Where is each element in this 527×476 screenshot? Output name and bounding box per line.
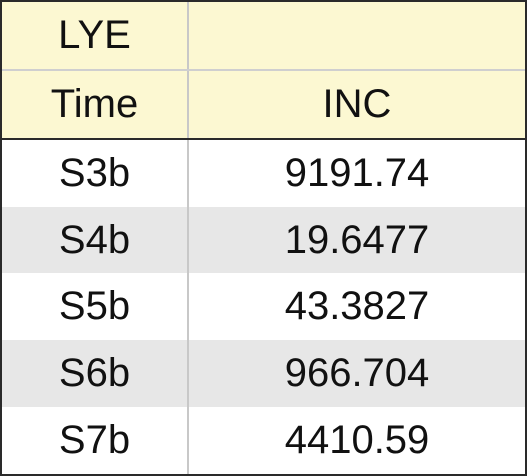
table-cell: 9191.74 xyxy=(284,150,430,195)
table-row: S5b 43.3827 xyxy=(2,273,525,341)
table-cell: 43.3827 xyxy=(284,284,430,329)
table-cell: S4b xyxy=(2,206,189,274)
table-cell: 966.704 xyxy=(188,340,525,408)
table-cell: 19.6477 xyxy=(188,206,525,274)
table-row: S6b 966.704 xyxy=(2,340,525,408)
table-cell: 4410.59 xyxy=(284,418,430,463)
header-cell: INC xyxy=(188,69,525,140)
header-row-1: LYE xyxy=(2,2,525,71)
table-row: S3b 9191.74 xyxy=(2,138,525,207)
table-cell: S3b xyxy=(2,138,189,207)
header-cell: LYE xyxy=(2,2,189,71)
table-cell: S6b xyxy=(2,340,189,408)
table-cell: S5b xyxy=(2,273,189,341)
header-cell: Time xyxy=(2,69,189,140)
header-cell xyxy=(188,2,525,71)
table-cell: S7b xyxy=(2,407,189,474)
table-row: S7b 4410.59 xyxy=(2,407,525,474)
header-row-2: Time INC xyxy=(2,69,525,140)
table-row: S4b 19.6477 xyxy=(2,206,525,274)
